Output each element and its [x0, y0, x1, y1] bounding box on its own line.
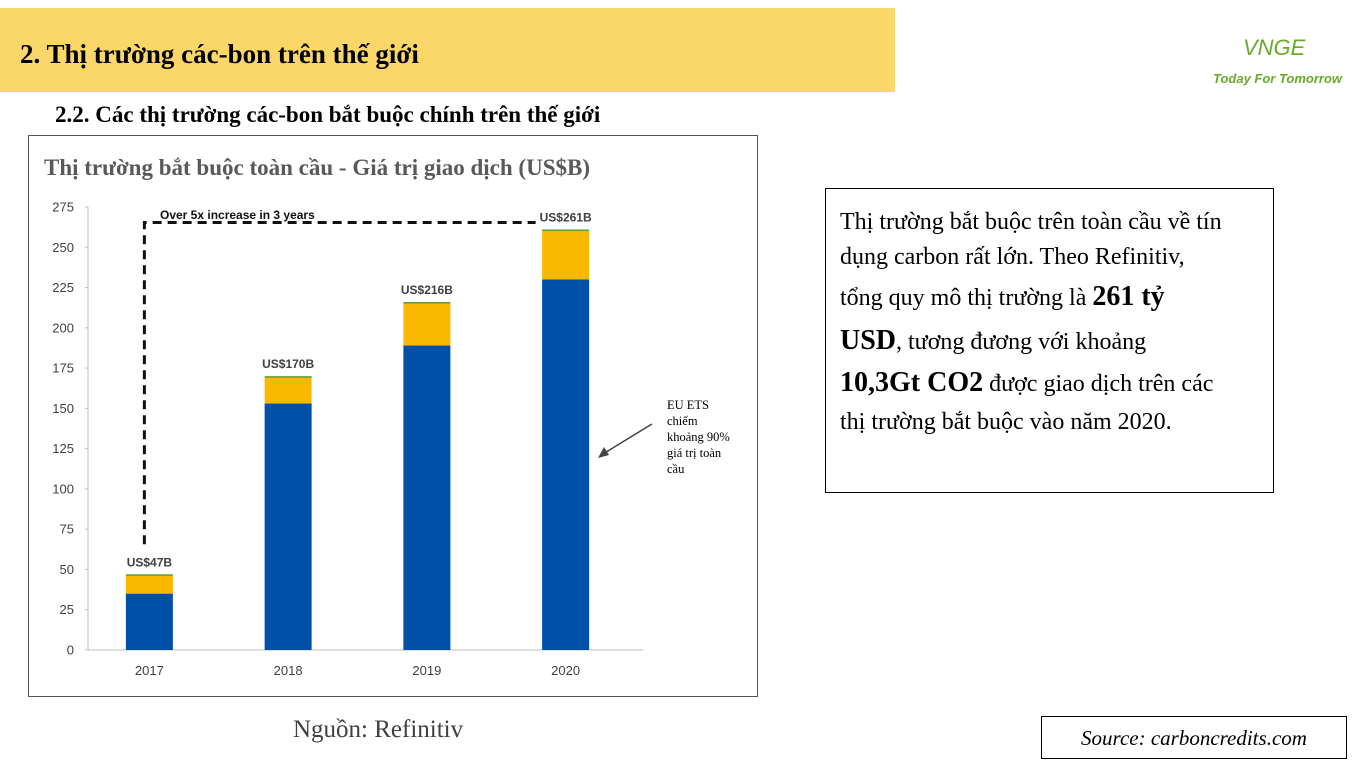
bar-segment — [403, 345, 451, 650]
annotation-line: EU ETS — [667, 398, 709, 412]
y-tick-label: 100 — [52, 481, 74, 496]
annotation-line: giá trị toàn — [667, 446, 722, 460]
chart-source: Nguồn: Refinitiv — [293, 716, 464, 743]
total-label: US$47B — [127, 555, 173, 569]
y-tick-label: 50 — [60, 562, 74, 577]
bar-segment — [264, 376, 312, 378]
text-run: thị trường bắt buộc vào năm 2020. — [840, 409, 1172, 435]
y-tick-label: 200 — [52, 320, 74, 335]
x-tick-label: 2020 — [551, 663, 580, 678]
text-line: thị trường bắt buộc vào năm 2020. — [840, 409, 1172, 435]
bar-segment — [542, 229, 590, 232]
y-tick-label: 225 — [52, 280, 74, 295]
annotation-line: chiếm — [667, 414, 698, 428]
chart-title: Thị trường bắt buộc toàn cầu - Giá trị g… — [44, 155, 590, 180]
total-label: US$170B — [262, 357, 314, 371]
text-bold: 261 tỷ — [1092, 281, 1164, 312]
bar-segment — [403, 303, 451, 346]
y-tick-label: 25 — [60, 602, 74, 617]
total-label: US$216B — [401, 283, 453, 297]
annotation: Over 5x increase in 3 years — [160, 208, 315, 222]
bar-segment — [125, 593, 173, 650]
text-run: Thị trường bắt buộc trên toàn cầu về tín — [840, 209, 1222, 235]
annotation-line: khoảng 90% — [667, 430, 730, 444]
text-run: tổng quy mô thị trường là — [840, 285, 1092, 311]
y-tick-label: 150 — [52, 401, 74, 416]
slide-subtitle: 2.2. Các thị trường các-bon bắt buộc chí… — [55, 102, 601, 127]
text-line: USD, tương đương với khoảng — [840, 325, 1146, 356]
logo-slogan: Today For Tomorrow — [1213, 71, 1343, 86]
bar-segment — [264, 377, 312, 404]
bar-segment — [125, 575, 173, 594]
annotation-arrow — [602, 423, 653, 455]
bar-segment — [542, 231, 590, 280]
bar-segment — [403, 302, 451, 304]
y-tick-label: 75 — [60, 522, 74, 537]
text-line: Thị trường bắt buộc trên toàn cầu về tín — [840, 209, 1222, 235]
text-bold: 10,3Gt CO2 — [840, 367, 983, 398]
x-tick-label: 2019 — [412, 663, 441, 678]
x-tick-label: 2018 — [274, 663, 303, 678]
slide-title: 2. Thị trường các-bon trên thế giới — [20, 39, 419, 69]
text-run: , tương đương với khoảng — [896, 329, 1146, 355]
bar-segment — [264, 403, 312, 650]
text-line: tổng quy mô thị trường là 261 tỷ — [840, 281, 1165, 312]
x-tick-label: 2017 — [135, 663, 164, 678]
text-box — [825, 188, 1274, 493]
increase-guide — [142, 221, 536, 545]
arrow-head — [598, 447, 609, 458]
text-run: dụng carbon rất lớn. Theo Refinitiv, — [840, 244, 1185, 270]
text-bold: USD — [840, 325, 896, 356]
bar-segment — [542, 279, 590, 650]
annotation-line: cầu — [667, 462, 685, 476]
y-tick-label: 175 — [52, 361, 74, 376]
text-line: 10,3Gt CO2 được giao dịch trên các — [840, 367, 1213, 398]
total-label: US$261B — [540, 211, 592, 225]
y-tick-label: 0 — [67, 643, 74, 658]
text-run: được giao dịch trên các — [983, 371, 1213, 397]
y-tick-label: 125 — [52, 441, 74, 456]
header-band — [0, 8, 895, 92]
y-tick-label: 250 — [52, 240, 74, 255]
logo-name: VNGE — [1243, 35, 1306, 60]
source-box — [1041, 716, 1347, 759]
text-line: dụng carbon rất lớn. Theo Refinitiv, — [840, 244, 1185, 270]
source: Source: carboncredits.com — [1081, 726, 1307, 750]
y-tick-label: 275 — [52, 200, 74, 215]
bar-segment — [125, 574, 173, 576]
